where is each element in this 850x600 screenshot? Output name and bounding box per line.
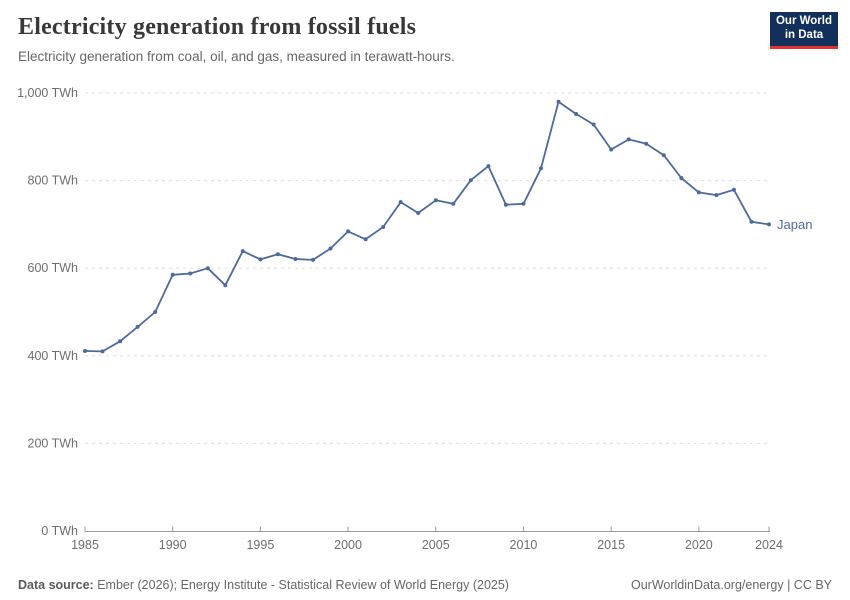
x-axis-tick-label: 2010	[510, 538, 538, 552]
data-point-marker[interactable]	[311, 257, 315, 262]
y-axis-tick-label: 600 TWh	[28, 261, 79, 275]
license-note: OurWorldinData.org/energy | CC BY	[630, 578, 832, 592]
data-point-marker[interactable]	[556, 99, 561, 104]
data-point-marker[interactable]	[118, 339, 123, 344]
data-point-marker[interactable]	[696, 190, 701, 195]
data-point-marker[interactable]	[644, 141, 649, 146]
data-point-marker[interactable]	[767, 222, 771, 227]
y-axis-tick-label: 1,000 TWh	[17, 86, 78, 100]
x-axis-tick-label: 2020	[685, 538, 713, 552]
data-source-text: Ember (2026); Energy Institute - Statist…	[93, 578, 509, 592]
y-axis-tick-label: 0 TWh	[41, 524, 78, 538]
data-point-marker[interactable]	[346, 229, 351, 234]
data-point-marker[interactable]	[749, 219, 754, 224]
chart-footer: Data source: Ember (2026); Energy Instit…	[0, 578, 850, 592]
data-point-marker[interactable]	[258, 257, 263, 262]
x-axis-tick-label: 2024	[755, 538, 783, 552]
x-axis-tick-label: 2015	[597, 538, 625, 552]
y-axis-tick-label: 800 TWh	[28, 174, 79, 188]
owid-logo[interactable]: Our World in Data	[770, 12, 838, 49]
data-point-marker[interactable]	[398, 200, 403, 205]
data-point-marker[interactable]	[486, 164, 491, 169]
data-point-marker[interactable]	[574, 112, 579, 116]
y-axis-tick-label: 200 TWh	[28, 436, 79, 450]
data-point-marker[interactable]	[451, 201, 456, 206]
data-point-marker[interactable]	[433, 198, 438, 203]
x-axis-tick-label: 1995	[246, 538, 274, 552]
data-point-marker[interactable]	[328, 246, 333, 251]
data-point-marker[interactable]	[293, 257, 298, 261]
data-point-marker[interactable]	[503, 202, 508, 207]
data-point-marker[interactable]	[275, 252, 280, 257]
data-point-marker[interactable]	[539, 166, 543, 171]
data-source-note: Data source: Ember (2026); Energy Instit…	[18, 578, 509, 592]
data-point-marker[interactable]	[521, 201, 526, 206]
data-point-marker[interactable]	[188, 271, 193, 276]
data-point-marker[interactable]	[240, 249, 245, 254]
data-point-marker[interactable]	[661, 153, 666, 158]
owid-logo-line1: Our World	[775, 15, 832, 28]
x-axis-tick-label: 1985	[71, 538, 99, 552]
data-point-marker[interactable]	[153, 310, 158, 314]
data-point-marker[interactable]	[468, 178, 473, 183]
chart-header: Electricity generation from fossil fuels…	[18, 14, 758, 64]
data-point-marker[interactable]	[416, 211, 421, 215]
chart-canvas: 0 TWh 200 TWh 400 TWh 600 TWh 800 TWh 1,000 T…	[17, 86, 812, 552]
data-point-marker[interactable]	[205, 266, 210, 271]
data-point-marker[interactable]	[381, 225, 386, 229]
series-end-label[interactable]: Japan	[777, 217, 812, 232]
data-point-marker[interactable]	[135, 324, 140, 329]
data-point-marker[interactable]	[731, 187, 736, 192]
owid-logo-line2: in Data	[784, 29, 824, 41]
data-point-marker[interactable]	[363, 237, 368, 242]
x-axis-tick-label: 2000	[334, 538, 362, 552]
data-point-marker[interactable]	[223, 283, 228, 288]
data-source-label: Data source:	[18, 578, 94, 592]
data-point-marker[interactable]	[626, 137, 631, 142]
x-axis-tick-label: 1990	[159, 538, 187, 552]
y-axis-tick-label: 400 TWh	[28, 349, 79, 363]
chart-subtitle: Electricity generation from coal, oil, a…	[18, 49, 455, 64]
data-point-marker[interactable]	[679, 176, 684, 180]
data-point-marker[interactable]	[170, 272, 175, 277]
data-point-marker[interactable]	[100, 349, 105, 354]
data-point-marker[interactable]	[714, 193, 719, 198]
x-axis-tick-label: 2005	[422, 538, 450, 552]
page-title: Electricity generation from fossil fuels	[18, 14, 417, 40]
series-line[interactable]	[84, 100, 770, 353]
data-point-marker[interactable]	[591, 122, 596, 127]
data-point-marker[interactable]	[83, 349, 87, 353]
data-point-marker[interactable]	[609, 147, 614, 152]
